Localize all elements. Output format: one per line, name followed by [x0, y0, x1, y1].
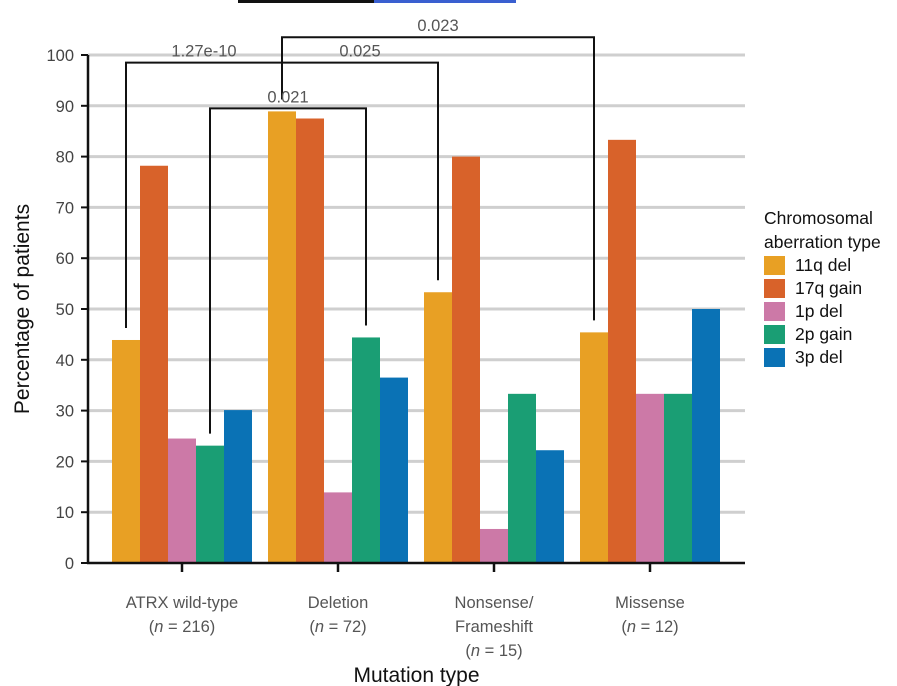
- bar-11q-del-3: [580, 332, 608, 563]
- y-tick-label: 100: [46, 47, 74, 65]
- legend-swatch: [764, 256, 785, 275]
- legend-swatch: [764, 348, 785, 367]
- y-axis-title: Percentage of patients: [11, 204, 34, 414]
- bar-2p-gain-0: [196, 445, 224, 563]
- bar-17q-gain-2: [452, 156, 480, 563]
- bar-2p-gain-3: [664, 393, 692, 563]
- legend-swatch: [764, 302, 785, 321]
- x-tick-label: Missense: [615, 594, 685, 612]
- bar-3p-del-2: [536, 450, 564, 563]
- legend-item-17q-gain: 17q gain: [764, 277, 881, 300]
- bar-2p-gain-1: [352, 337, 380, 563]
- bar-3p-del-0: [224, 410, 252, 563]
- bar-11q-del-2: [424, 292, 452, 563]
- bar-1p-del-1: [324, 492, 352, 563]
- legend-title: Chromosomal aberration type: [764, 206, 881, 254]
- bar-17q-gain-0: [140, 165, 168, 563]
- legend-label: 1p del: [795, 301, 843, 321]
- legend-label: 2p gain: [795, 324, 853, 344]
- bar-11q-del-1: [268, 111, 296, 563]
- x-tick-label: (n = 72): [309, 618, 366, 636]
- bar-17q-gain-1: [296, 118, 324, 563]
- significance-label: 1.27e-10: [171, 43, 236, 61]
- legend-title-line: aberration type: [764, 232, 881, 252]
- bar-3p-del-1: [380, 377, 408, 563]
- x-axis-title: Mutation type: [353, 664, 479, 686]
- y-tick-label: 50: [56, 301, 74, 319]
- y-tick-label: 60: [56, 250, 74, 268]
- bar-3p-del-3: [692, 309, 720, 563]
- y-tick-label: 20: [56, 453, 74, 471]
- legend-item-11q-del: 11q del: [764, 254, 881, 277]
- legend-label: 11q del: [795, 255, 852, 275]
- y-tick-label: 80: [56, 149, 74, 167]
- bar-2p-gain-2: [508, 393, 536, 563]
- legend-item-2p-gain: 2p gain: [764, 323, 881, 346]
- x-tick-label: (n = 216): [149, 618, 216, 636]
- legend-label: 17q gain: [795, 278, 863, 298]
- y-tick-label: 10: [56, 504, 74, 522]
- bar-1p-del-0: [168, 438, 196, 563]
- x-tick-label: Nonsense/: [455, 594, 534, 612]
- bar-1p-del-3: [636, 393, 664, 563]
- top-rule-black: [238, 0, 374, 3]
- x-tick-label: ATRX wild-type: [126, 594, 238, 612]
- significance-label: 0.021: [267, 88, 308, 106]
- x-tick-label: Deletion: [308, 594, 369, 612]
- y-tick-label: 70: [56, 199, 74, 217]
- y-tick-label: 30: [56, 403, 74, 421]
- significance-bracket: [281, 36, 595, 321]
- bar-1p-del-2: [480, 528, 508, 563]
- legend-item-1p-del: 1p del: [764, 300, 881, 323]
- legend-label: 3p del: [795, 347, 843, 367]
- bar-11q-del-0: [112, 339, 140, 563]
- bar-17q-gain-3: [608, 139, 636, 563]
- y-tick-label: 90: [56, 98, 74, 116]
- x-tick-label: (n = 12): [621, 618, 678, 636]
- significance-label: 0.025: [339, 43, 380, 61]
- significance-bracket: [209, 107, 367, 434]
- significance-label: 0.023: [417, 17, 458, 35]
- y-tick-label: 0: [65, 555, 74, 573]
- legend-swatch: [764, 279, 785, 298]
- legend: Chromosomal aberration type 11q del 17q …: [764, 206, 881, 369]
- legend-item-3p-del: 3p del: [764, 346, 881, 369]
- legend-swatch: [764, 325, 785, 344]
- legend-title-line: Chromosomal: [764, 208, 873, 228]
- x-tick-label: (n = 15): [465, 642, 522, 660]
- x-tick-label: Frameshift: [455, 618, 533, 636]
- top-rule-blue: [374, 0, 516, 3]
- y-tick-label: 40: [56, 352, 74, 370]
